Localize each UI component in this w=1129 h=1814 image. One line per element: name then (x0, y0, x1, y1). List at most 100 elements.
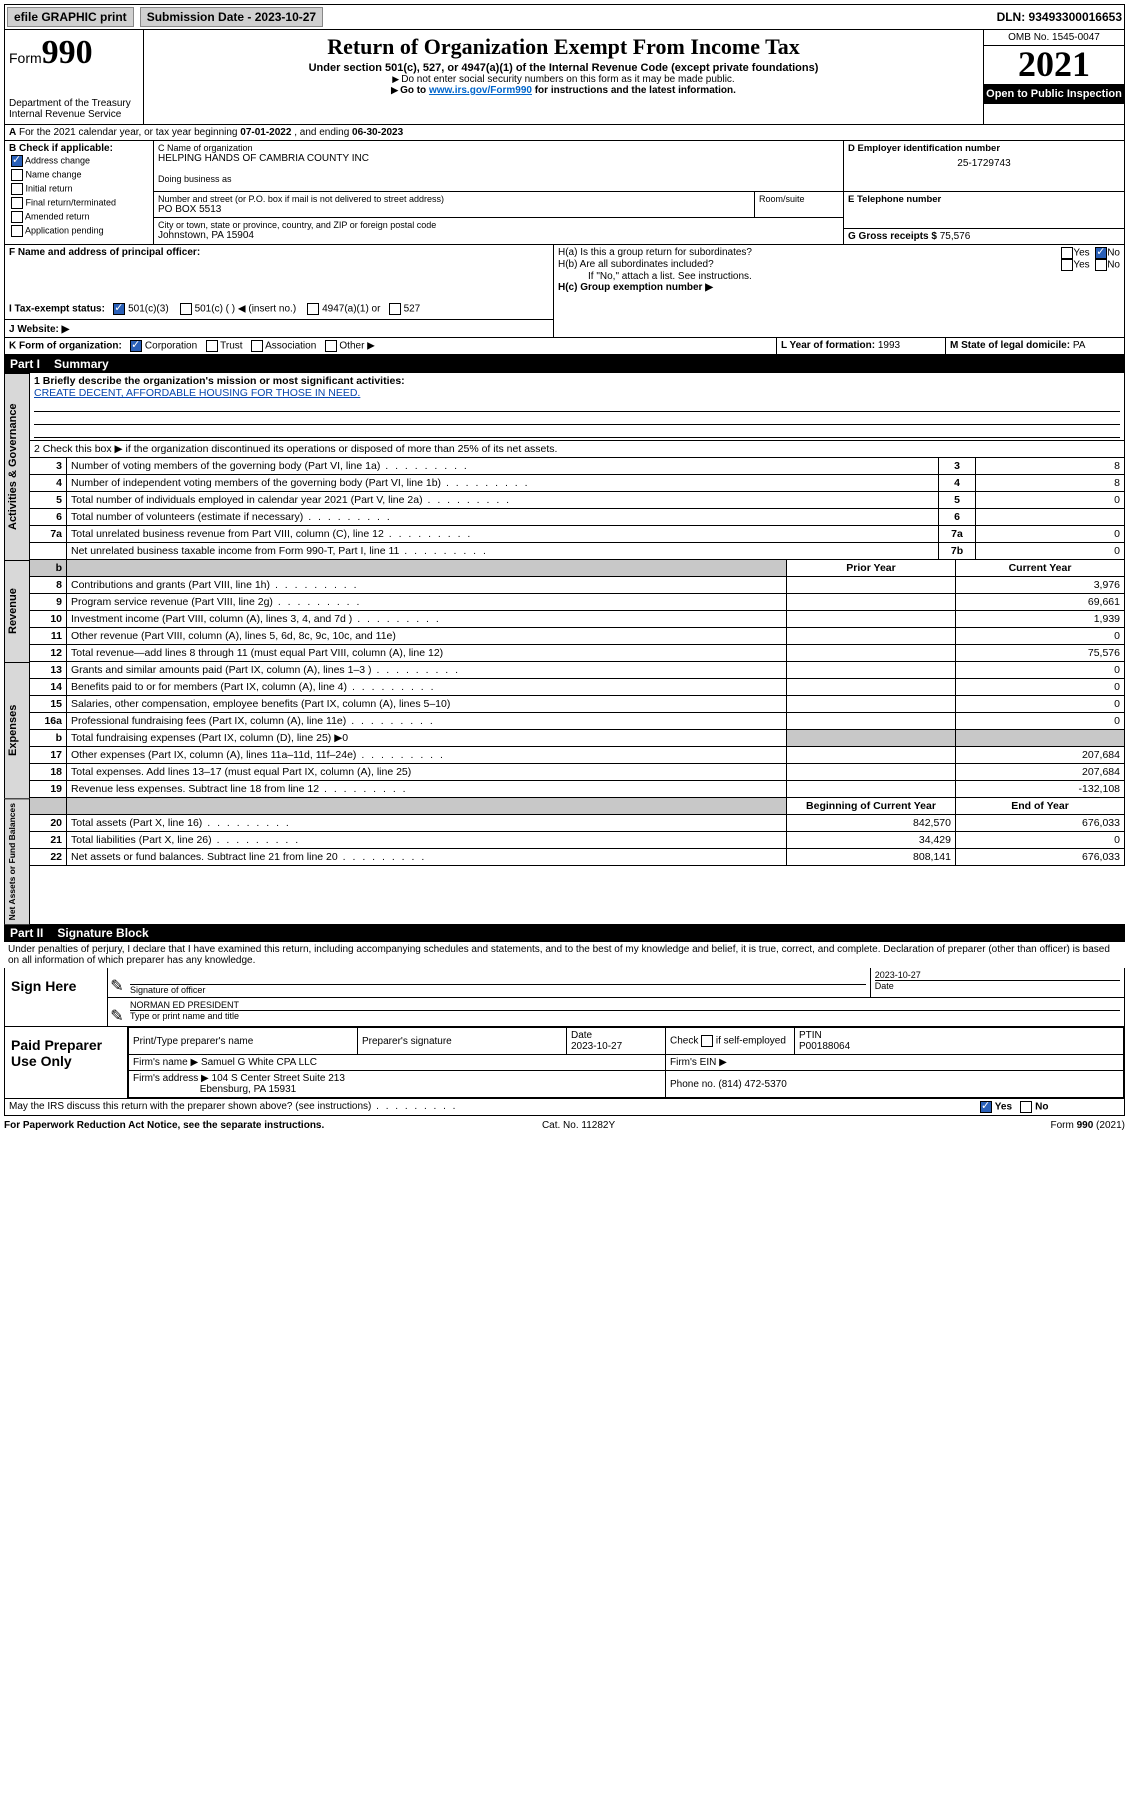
chk-hb-yes[interactable] (1061, 259, 1073, 271)
j-label: J Website: ▶ (9, 324, 69, 335)
net-assets-section: Net Assets or Fund Balances Beginning of… (4, 798, 1125, 924)
net-assets-table: Beginning of Current YearEnd of Year 20T… (30, 798, 1125, 866)
irs-link[interactable]: www.irs.gov/Form990 (429, 85, 532, 96)
section-deg: D Employer identification number 25-1729… (843, 141, 1124, 244)
table-row: 14Benefits paid to or for members (Part … (30, 679, 1125, 696)
chk-initial-return[interactable] (11, 183, 23, 195)
table-row: 7aTotal unrelated business revenue from … (30, 526, 1125, 543)
table-row: 15Salaries, other compensation, employee… (30, 696, 1125, 713)
tab-expenses: Expenses (4, 662, 30, 798)
klm-block: K Form of organization: Corporation Trus… (4, 338, 1125, 355)
col-preparer-name: Print/Type preparer's name (129, 1028, 358, 1055)
chk-final-return[interactable] (11, 197, 23, 209)
table-row: bTotal fundraising expenses (Part IX, co… (30, 730, 1125, 747)
firm-addr2: Ebensburg, PA 15931 (200, 1084, 297, 1095)
chk-trust[interactable] (206, 340, 218, 352)
chk-4947[interactable] (307, 303, 319, 315)
chk-ha-no[interactable] (1095, 247, 1107, 259)
g-label: G Gross receipts $ (848, 231, 940, 242)
header-left: Form990 Department of the Treasury Inter… (5, 30, 144, 124)
table-row: 10Investment income (Part VIII, column (… (30, 611, 1125, 628)
section-c: C Name of organization HELPING HANDS OF … (154, 141, 843, 244)
chk-501c3[interactable] (113, 303, 125, 315)
chk-ha-yes[interactable] (1061, 247, 1073, 259)
org-city: Johnstown, PA 15904 (158, 230, 839, 241)
table-row: 6Total number of volunteers (estimate if… (30, 509, 1125, 526)
header-mid: Return of Organization Exempt From Incom… (144, 30, 983, 124)
summary-ag-table: 1 Briefly describe the organization's mi… (30, 373, 1125, 560)
room-label: Room/suite (755, 192, 843, 217)
footer-left: For Paperwork Reduction Act Notice, see … (4, 1120, 324, 1131)
chk-may-irs-yes[interactable] (980, 1101, 992, 1113)
revenue-table: bPrior YearCurrent Year 8Contributions a… (30, 560, 1125, 662)
dba-label: Doing business as (158, 174, 839, 184)
form-title: Return of Organization Exempt From Incom… (150, 34, 977, 60)
hb-note: If "No," attach a list. See instructions… (558, 271, 1120, 282)
dept-treasury: Department of the Treasury (9, 98, 139, 109)
table-row: 5Total number of individuals employed in… (30, 492, 1125, 509)
table-row: Net unrelated business taxable income fr… (30, 543, 1125, 560)
expenses-section: Expenses 13Grants and similar amounts pa… (4, 662, 1125, 798)
chk-other[interactable] (325, 340, 337, 352)
tax-year: 2021 (984, 46, 1124, 84)
chk-hb-no[interactable] (1095, 259, 1107, 271)
header-right: OMB No. 1545-0047 2021 Open to Public In… (983, 30, 1124, 124)
f-label: F Name and address of principal officer: (9, 247, 549, 299)
section-b: B Check if applicable: Address change Na… (5, 141, 154, 244)
line2: 2 Check this box ▶ if the organization d… (30, 441, 1125, 458)
hc-label: H(c) Group exemption number ▶ (558, 282, 713, 293)
tab-activities-governance: Activities & Governance (4, 373, 30, 560)
table-row: 16aProfessional fundraising fees (Part I… (30, 713, 1125, 730)
col-bcy: Beginning of Current Year (787, 798, 956, 815)
sign-here-label: Sign Here (5, 968, 108, 1026)
table-row: 11Other revenue (Part VIII, column (A), … (30, 628, 1125, 645)
city-label: City or town, state or province, country… (158, 220, 839, 230)
table-row: 9Program service revenue (Part VIII, lin… (30, 594, 1125, 611)
chk-corp[interactable] (130, 340, 142, 352)
page-footer: For Paperwork Reduction Act Notice, see … (4, 1116, 1125, 1131)
chk-may-irs-no[interactable] (1020, 1101, 1032, 1113)
chk-app-pending[interactable] (11, 225, 23, 237)
c-name-label: C Name of organization (158, 143, 839, 153)
pen-icon: ✎ (108, 968, 126, 997)
paid-preparer-label: Paid Preparer Use Only (5, 1027, 128, 1098)
perjury-statement: Under penalties of perjury, I declare th… (4, 942, 1125, 968)
col-preparer-sig: Preparer's signature (358, 1028, 567, 1055)
expenses-table: 13Grants and similar amounts paid (Part … (30, 662, 1125, 798)
firm-addr1: 104 S Center Street Suite 213 (212, 1073, 345, 1084)
chk-address-change[interactable] (11, 155, 23, 167)
officer-name: NORMAN ED PRESIDENT (130, 1000, 1120, 1010)
gross-receipts: 75,576 (940, 231, 971, 242)
sig-date-value: 2023-10-27 (875, 970, 1120, 980)
chk-527[interactable] (389, 303, 401, 315)
chk-assoc[interactable] (251, 340, 263, 352)
part2-header: Part II Signature Block (4, 924, 1125, 942)
form-header: Form990 Department of the Treasury Inter… (4, 30, 1125, 125)
part1-header: Part I Summary (4, 355, 1125, 373)
col-current: Current Year (956, 560, 1125, 577)
firm-name: Samuel G White CPA LLC (201, 1057, 317, 1068)
line-i: I Tax-exempt status: 501(c)(3) 501(c) ( … (5, 299, 553, 320)
firm-phone: (814) 472-5370 (718, 1079, 786, 1090)
submission-date: Submission Date - 2023-10-27 (140, 7, 323, 27)
table-row: 13Grants and similar amounts paid (Part … (30, 662, 1125, 679)
chk-name-change[interactable] (11, 169, 23, 181)
col-eoy: End of Year (956, 798, 1125, 815)
table-row: 8Contributions and grants (Part VIII, li… (30, 577, 1125, 594)
chk-self-employed[interactable] (701, 1035, 713, 1047)
b-label: B Check if applicable: (9, 143, 149, 154)
k-label: K Form of organization: (9, 341, 122, 352)
type-name-label: Type or print name and title (130, 1010, 1120, 1021)
chk-amended[interactable] (11, 211, 23, 223)
state-domicile: PA (1073, 340, 1086, 351)
ha-label: H(a) Is this a group return for subordin… (558, 247, 1061, 259)
table-row: 21Total liabilities (Part X, line 26)34,… (30, 832, 1125, 849)
form-note2: Go to www.irs.gov/Form990 for instructio… (150, 85, 977, 96)
e-label: E Telephone number (848, 194, 1120, 205)
line-a: A For the 2021 calendar year, or tax yea… (4, 125, 1125, 141)
efile-topbar: efile GRAPHIC print Submission Date - 20… (4, 4, 1125, 30)
section-fij: F Name and address of principal officer:… (5, 245, 554, 337)
chk-501c[interactable] (180, 303, 192, 315)
open-public-badge: Open to Public Inspection (984, 84, 1124, 104)
activities-governance-section: Activities & Governance 1 Briefly descri… (4, 373, 1125, 560)
